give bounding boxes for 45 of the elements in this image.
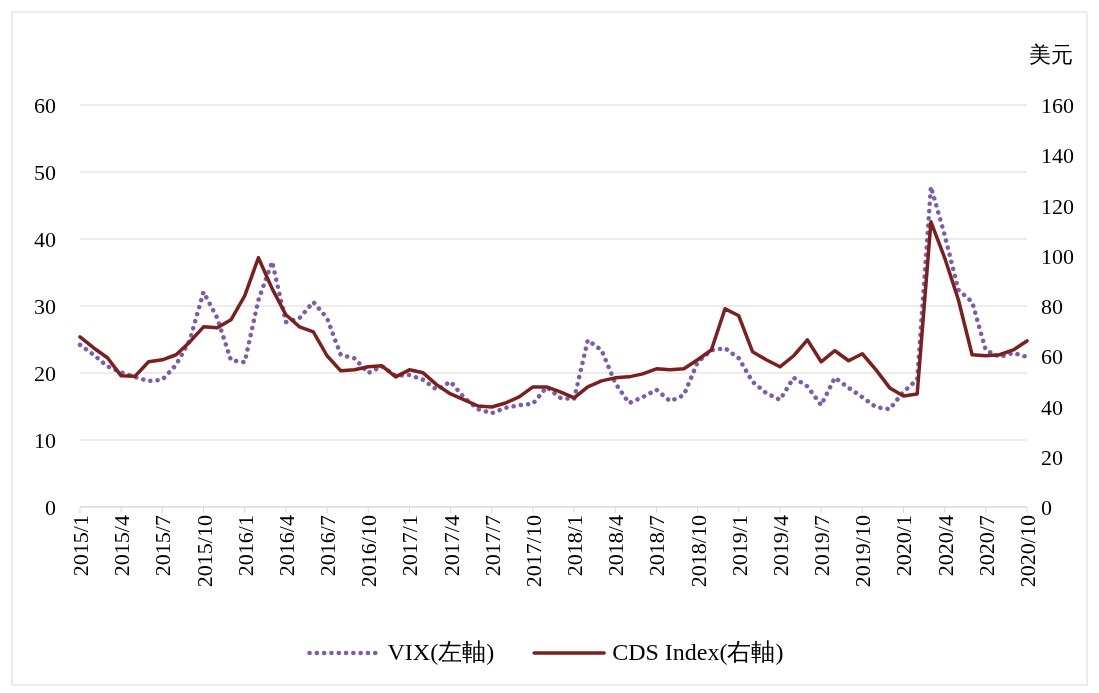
y-tick-label: 20	[34, 361, 56, 386]
x-tick-label: 2020/7	[973, 515, 999, 577]
y2-tick-label: 40	[1041, 394, 1063, 420]
x-tick-label: 2019/7	[809, 515, 835, 577]
x-tick-label: 2018/7	[644, 515, 670, 577]
line-series	[78, 220, 1029, 409]
y2-tick-label: 120	[1041, 193, 1074, 219]
x-tick-label: 2016/7	[315, 515, 341, 577]
y-tick-label: 50	[34, 160, 56, 185]
y-tick-label: 40	[34, 227, 56, 252]
y-tick-label: 10	[34, 428, 56, 453]
x-tick-label: 2018/4	[603, 515, 629, 577]
x-tick-label: 2018/1	[562, 515, 588, 577]
y2-axis-title: 美元	[1029, 42, 1073, 67]
x-tick-label: 2016/4	[273, 515, 299, 577]
y2-tick-label: 20	[1041, 444, 1063, 470]
x-tick-label: 2017/1	[397, 515, 423, 577]
y2-tick-label: 140	[1041, 143, 1074, 169]
y2-tick-label: 80	[1041, 294, 1063, 319]
line-series	[77, 184, 1030, 416]
x-tick-label: 2019/4	[767, 515, 793, 577]
legend-label: VIX(左軸)	[387, 639, 495, 665]
legend-label: CDS Index(右軸)	[612, 639, 784, 665]
x-tick-label: 2015/1	[68, 515, 93, 577]
y2-tick-label: 160	[1041, 93, 1074, 118]
x-tick-label: 2020/1	[891, 515, 917, 577]
y2-tick-label: 0	[1041, 495, 1052, 520]
y-tick-label: 30	[34, 294, 56, 319]
y-tick-label: 0	[45, 495, 56, 520]
x-tick-label: 2017/10	[520, 515, 546, 588]
x-tick-label: 2017/4	[438, 515, 464, 577]
x-tick-label: 2019/10	[850, 515, 876, 588]
x-tick-label: 2018/10	[685, 515, 711, 588]
x-tick-label: 2016/1	[232, 515, 258, 577]
x-tick-label: 2020/4	[932, 515, 958, 577]
x-tick-label: 2015/10	[191, 515, 217, 588]
x-tick-label: 2017/7	[479, 515, 505, 577]
x-tick-label: 2016/10	[356, 515, 382, 588]
y2-tick-label: 100	[1041, 243, 1074, 269]
x-tick-label: 2015/7	[150, 515, 176, 577]
x-tick-label: 2020/10	[1015, 515, 1040, 588]
y2-tick-label: 60	[1041, 344, 1063, 370]
x-tick-label: 2019/1	[726, 515, 752, 577]
x-tick-label: 2015/4	[109, 515, 135, 577]
y-tick-label: 60	[34, 93, 56, 118]
